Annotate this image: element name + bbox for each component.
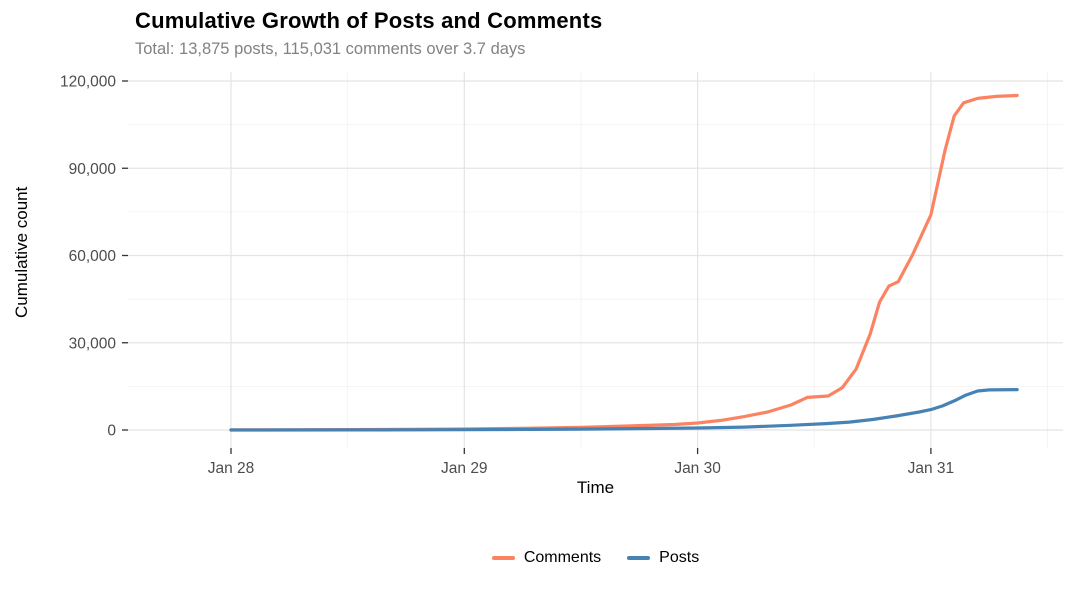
series-line-comments <box>229 93 1019 432</box>
x-tick-label: Jan 29 <box>441 460 488 477</box>
legend-label-comments: Comments <box>523 549 602 566</box>
y-tick-label: 90,000 <box>69 161 117 178</box>
y-tick-label: 120,000 <box>60 74 116 91</box>
x-axis-title: Time <box>576 478 615 497</box>
x-tick-label: Jan 28 <box>208 460 255 477</box>
comments-line-key-icon <box>491 556 515 560</box>
x-tick-label: Jan 30 <box>674 460 721 477</box>
y-tick-label: 30,000 <box>69 335 117 352</box>
legend-item-comments: Comments <box>491 549 602 567</box>
legend-label-posts: Posts <box>659 549 700 566</box>
y-tick-label: 60,000 <box>69 248 117 265</box>
chart-title: Cumulative Growth of Posts and Comments <box>135 8 603 33</box>
series-line-posts <box>229 388 1019 432</box>
legend: Comments Posts <box>128 549 1063 567</box>
x-tick-label: Jan 31 <box>908 460 955 477</box>
chart-subtitle: Total: 13,875 posts, 115,031 comments ov… <box>135 40 526 58</box>
y-tick-label: 0 <box>107 423 116 440</box>
legend-item-posts: Posts <box>627 549 699 567</box>
posts-line-key-icon <box>627 556 651 560</box>
